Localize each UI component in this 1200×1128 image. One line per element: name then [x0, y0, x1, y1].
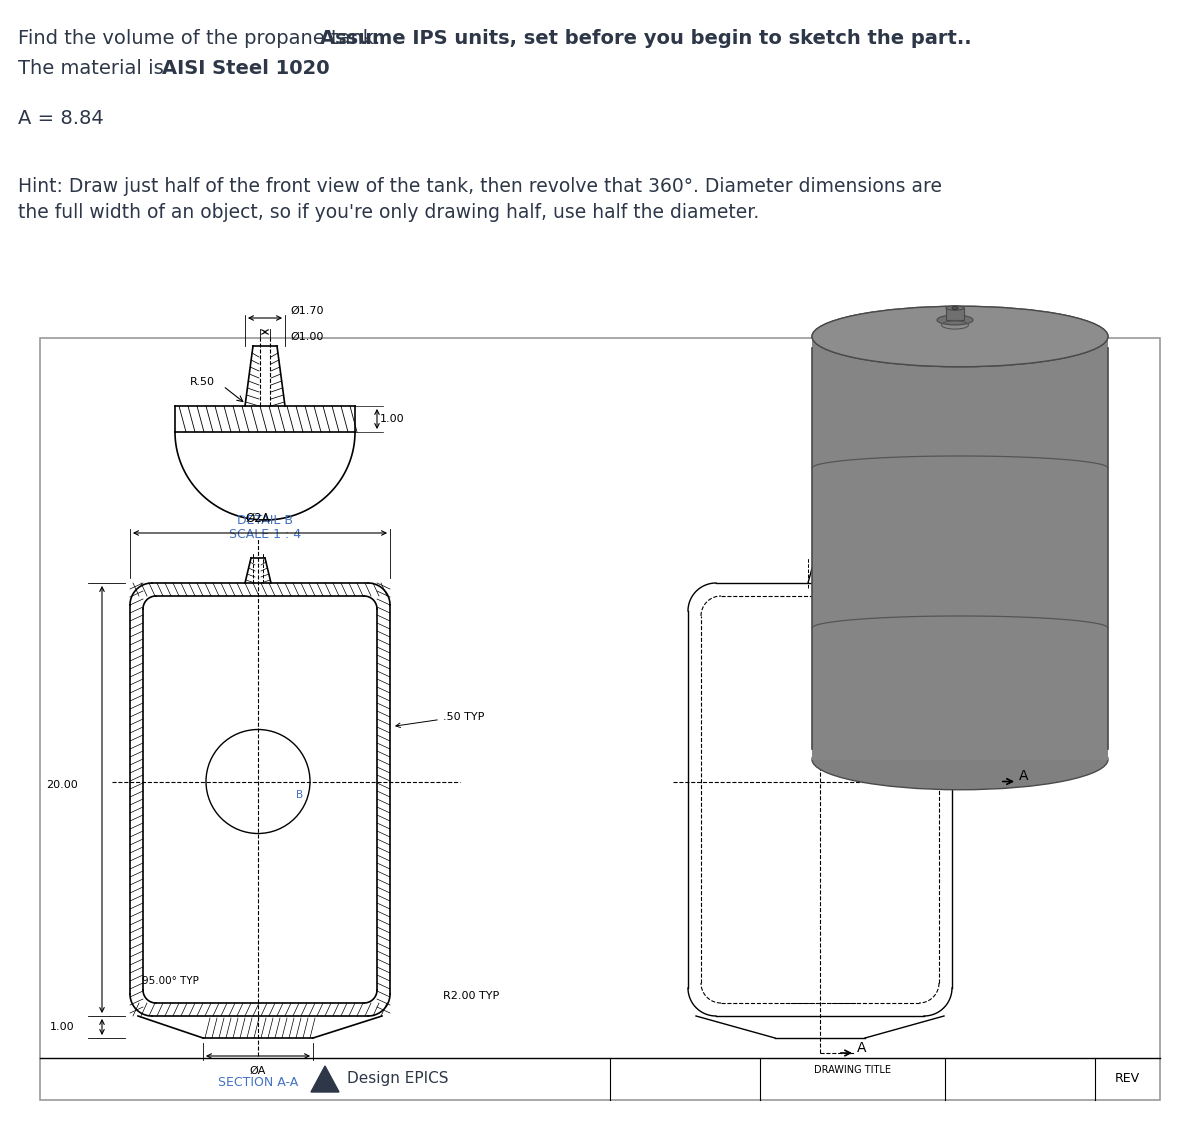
Text: SECTION A-A: SECTION A-A [218, 1076, 298, 1090]
Ellipse shape [812, 306, 1108, 367]
Text: A: A [857, 1041, 866, 1055]
Text: A: A [1019, 769, 1028, 784]
Text: Assume IPS units, set before you begin to sketch the part..: Assume IPS units, set before you begin t… [320, 28, 972, 47]
Text: Ø1.70: Ø1.70 [290, 306, 324, 316]
Text: the full width of an object, so if you're only drawing half, use half the diamet: the full width of an object, so if you'r… [18, 203, 760, 222]
Ellipse shape [937, 315, 973, 325]
Text: Find the volume of the propane tank.: Find the volume of the propane tank. [18, 28, 386, 47]
Bar [946, 308, 964, 320]
Text: R2.00 TYP: R2.00 TYP [443, 992, 499, 1001]
Text: Hint: Draw just half of the front view of the tank, then revolve that 360°. Diam: Hint: Draw just half of the front view o… [18, 176, 942, 195]
Text: REV: REV [1115, 1073, 1140, 1085]
Text: SCALE 1 : 4: SCALE 1 : 4 [229, 528, 301, 540]
Ellipse shape [812, 729, 1108, 790]
Text: Design EPICS: Design EPICS [347, 1072, 449, 1086]
Text: 95.00° TYP: 95.00° TYP [142, 976, 199, 986]
Text: AISI Steel 1020: AISI Steel 1020 [162, 59, 330, 78]
Polygon shape [311, 1066, 340, 1092]
Bar [812, 336, 1108, 759]
Text: A: A [1019, 527, 1028, 541]
Ellipse shape [946, 306, 964, 310]
Text: 1.00: 1.00 [380, 414, 404, 424]
Text: DRAWING TITLE: DRAWING TITLE [814, 1065, 890, 1075]
Text: .50 TYP: .50 TYP [443, 713, 485, 723]
Text: 20.00: 20.00 [46, 779, 78, 790]
Text: A = 8.84: A = 8.84 [18, 108, 103, 127]
Text: 1.00: 1.00 [49, 1022, 74, 1032]
Text: The material is: The material is [18, 59, 170, 78]
Text: .: . [302, 59, 308, 78]
Bar [40, 338, 1160, 1100]
Ellipse shape [952, 307, 958, 309]
Text: DETAIL B: DETAIL B [238, 514, 293, 528]
Ellipse shape [812, 306, 1108, 367]
Text: R.50: R.50 [190, 377, 215, 387]
Text: Ø2A: Ø2A [246, 512, 270, 525]
Text: Ø1.00: Ø1.00 [290, 332, 323, 342]
Text: ØA: ØA [250, 1066, 266, 1076]
Text: B: B [296, 790, 304, 800]
